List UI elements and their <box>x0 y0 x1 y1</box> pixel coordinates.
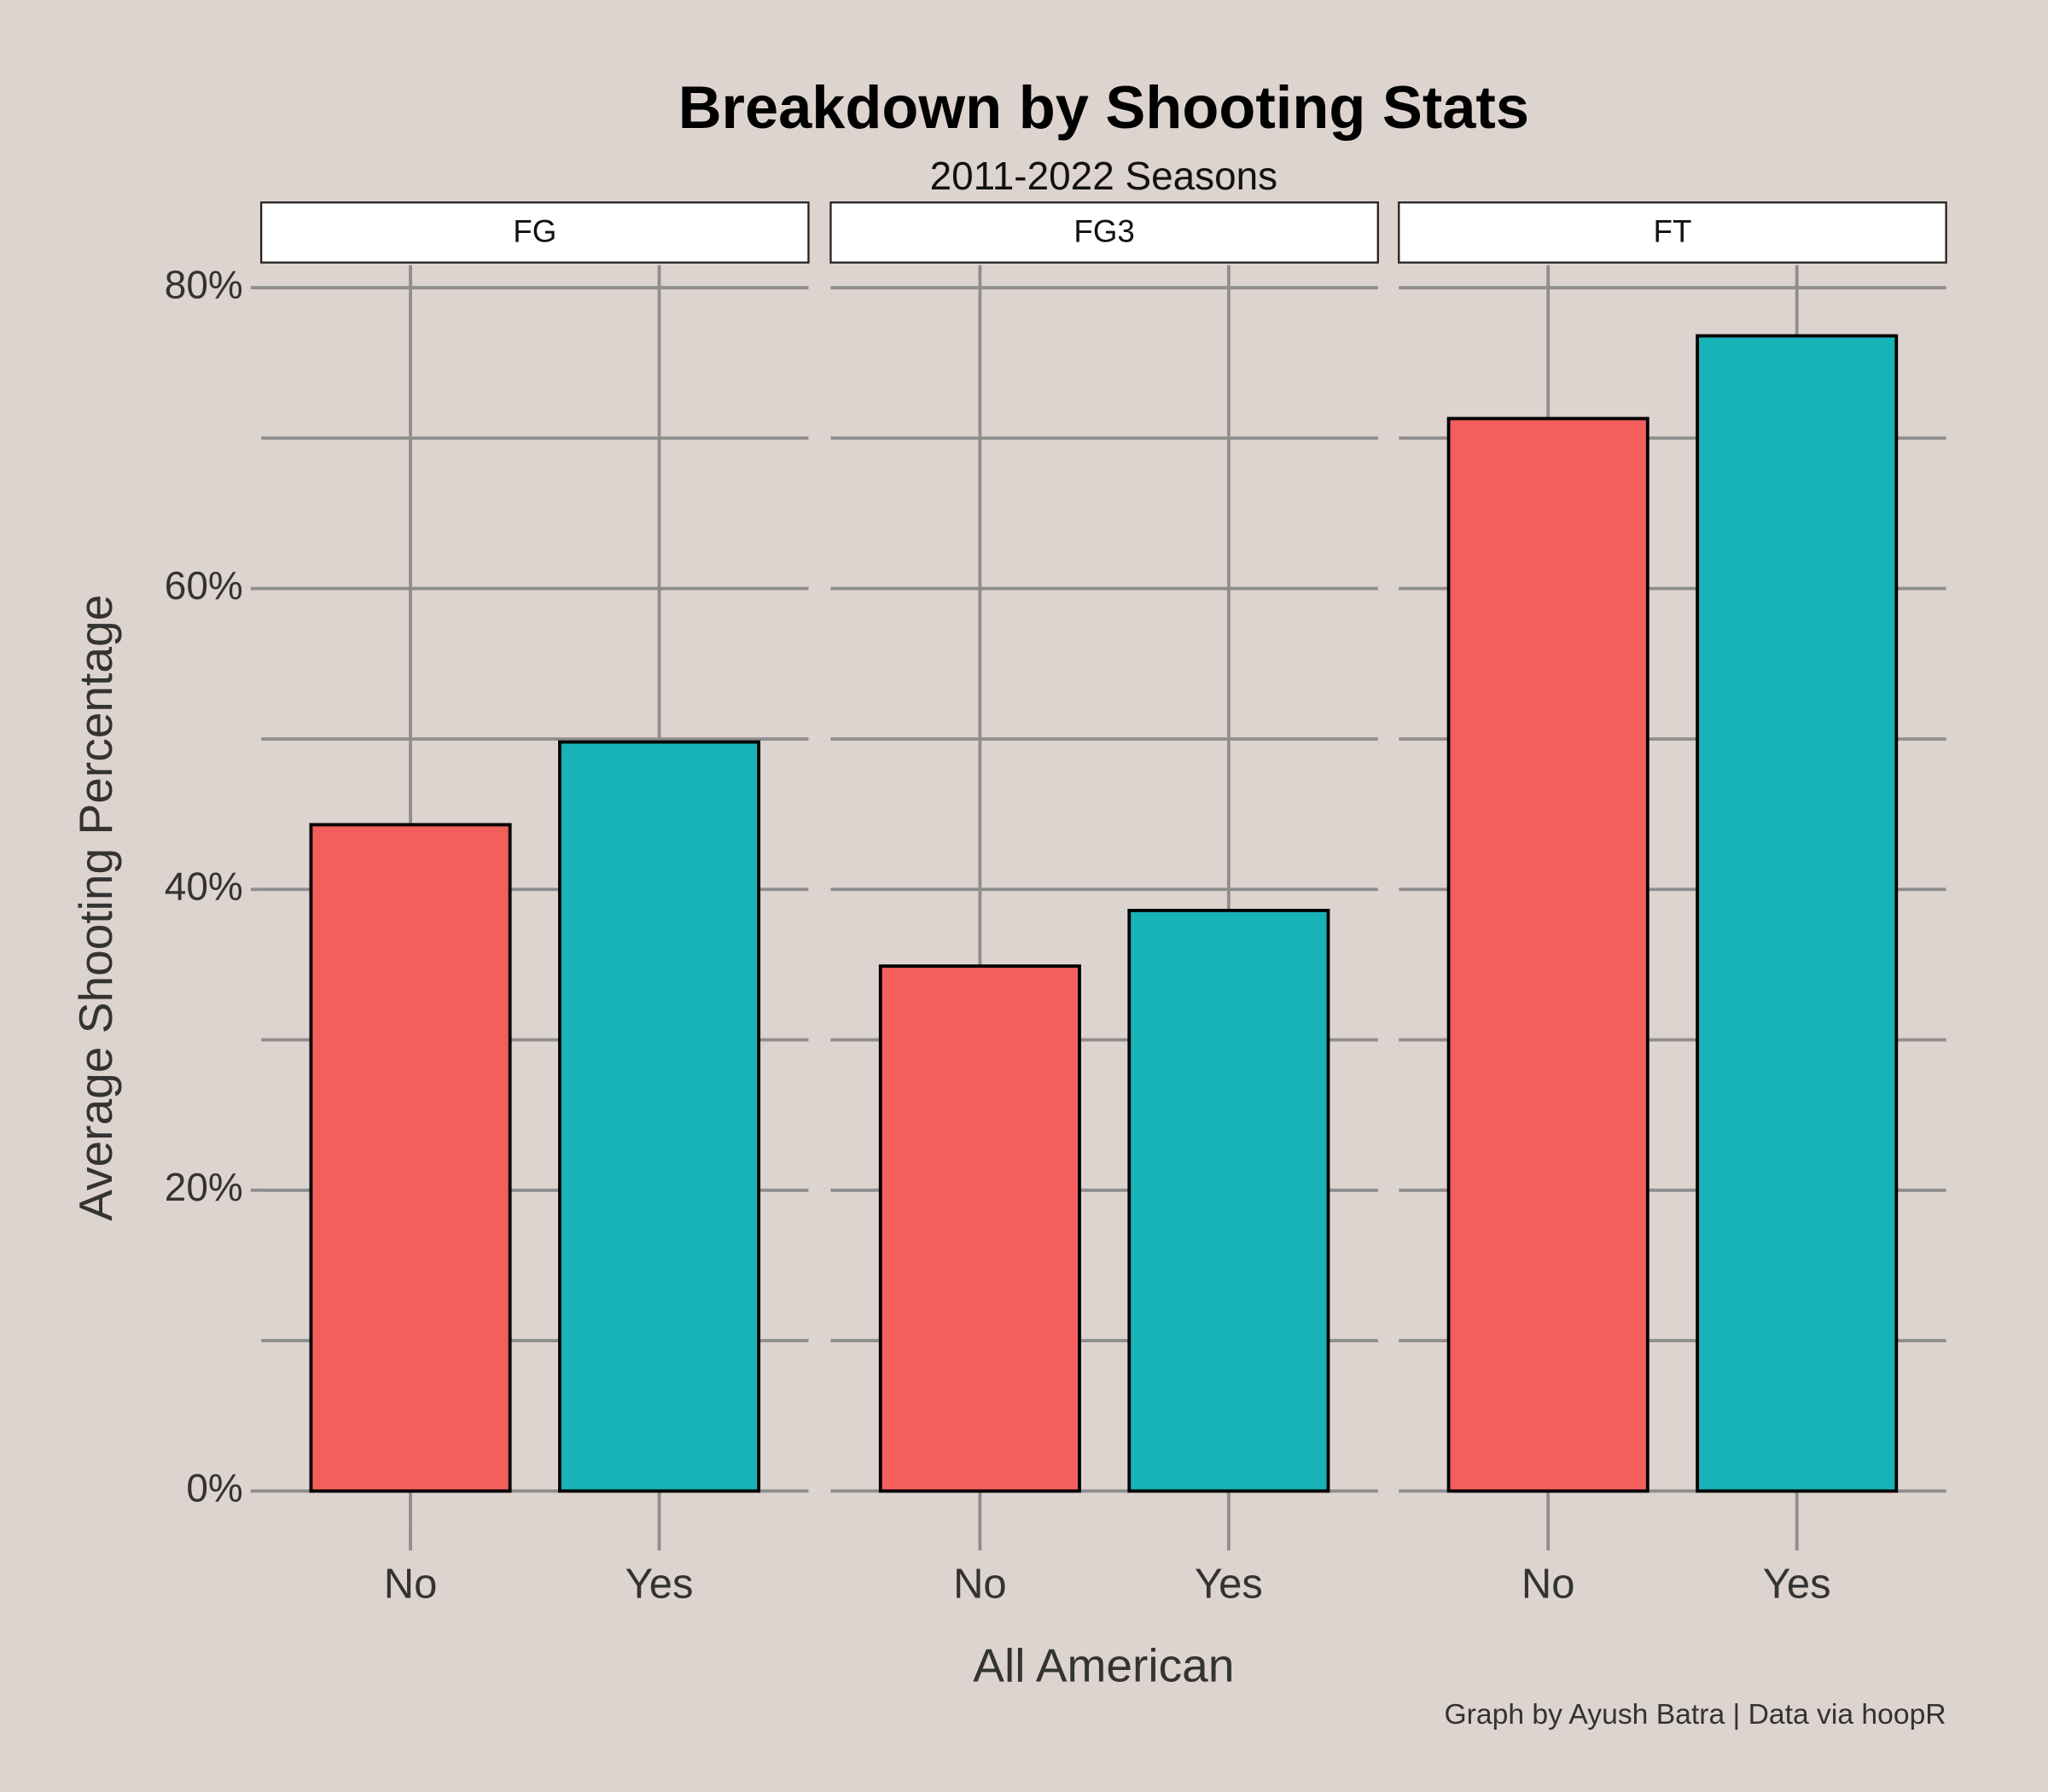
x-tick-label: No <box>1521 1562 1575 1608</box>
facet-label: FG <box>513 214 556 249</box>
bar <box>878 964 1081 1493</box>
bar <box>1446 416 1649 1493</box>
facet-label: FT <box>1654 214 1692 249</box>
chart-title: Breakdown by Shooting Stats <box>678 73 1529 141</box>
facet-label: FG3 <box>1073 214 1134 249</box>
y-tick-label: 20% <box>165 1165 243 1209</box>
x-tick-label: Yes <box>625 1562 694 1608</box>
y-axis-label: Average Shooting Percentage <box>69 595 122 1221</box>
x-tick-label: Yes <box>1763 1562 1831 1608</box>
facet-strip <box>259 201 810 264</box>
bar <box>558 740 761 1493</box>
chart-subtitle: 2011-2022 Seasons <box>930 154 1278 198</box>
x-tick-label: No <box>384 1562 438 1608</box>
bar <box>309 823 512 1493</box>
facet-strip <box>829 201 1379 264</box>
bar <box>1696 334 1899 1493</box>
x-axis-label: All American <box>973 1639 1234 1692</box>
y-tick-label: 0% <box>186 1465 242 1510</box>
bar <box>1127 909 1330 1493</box>
x-tick-label: No <box>953 1562 1007 1608</box>
y-tick-label: 40% <box>165 864 243 908</box>
caption: Graph by Ayush Batra | Data via hoopR <box>1445 1699 1946 1731</box>
y-tick-label: 60% <box>165 563 243 608</box>
facet-strip <box>1398 201 1947 264</box>
x-tick-label: Yes <box>1195 1562 1263 1608</box>
y-tick-label: 80% <box>165 262 243 306</box>
